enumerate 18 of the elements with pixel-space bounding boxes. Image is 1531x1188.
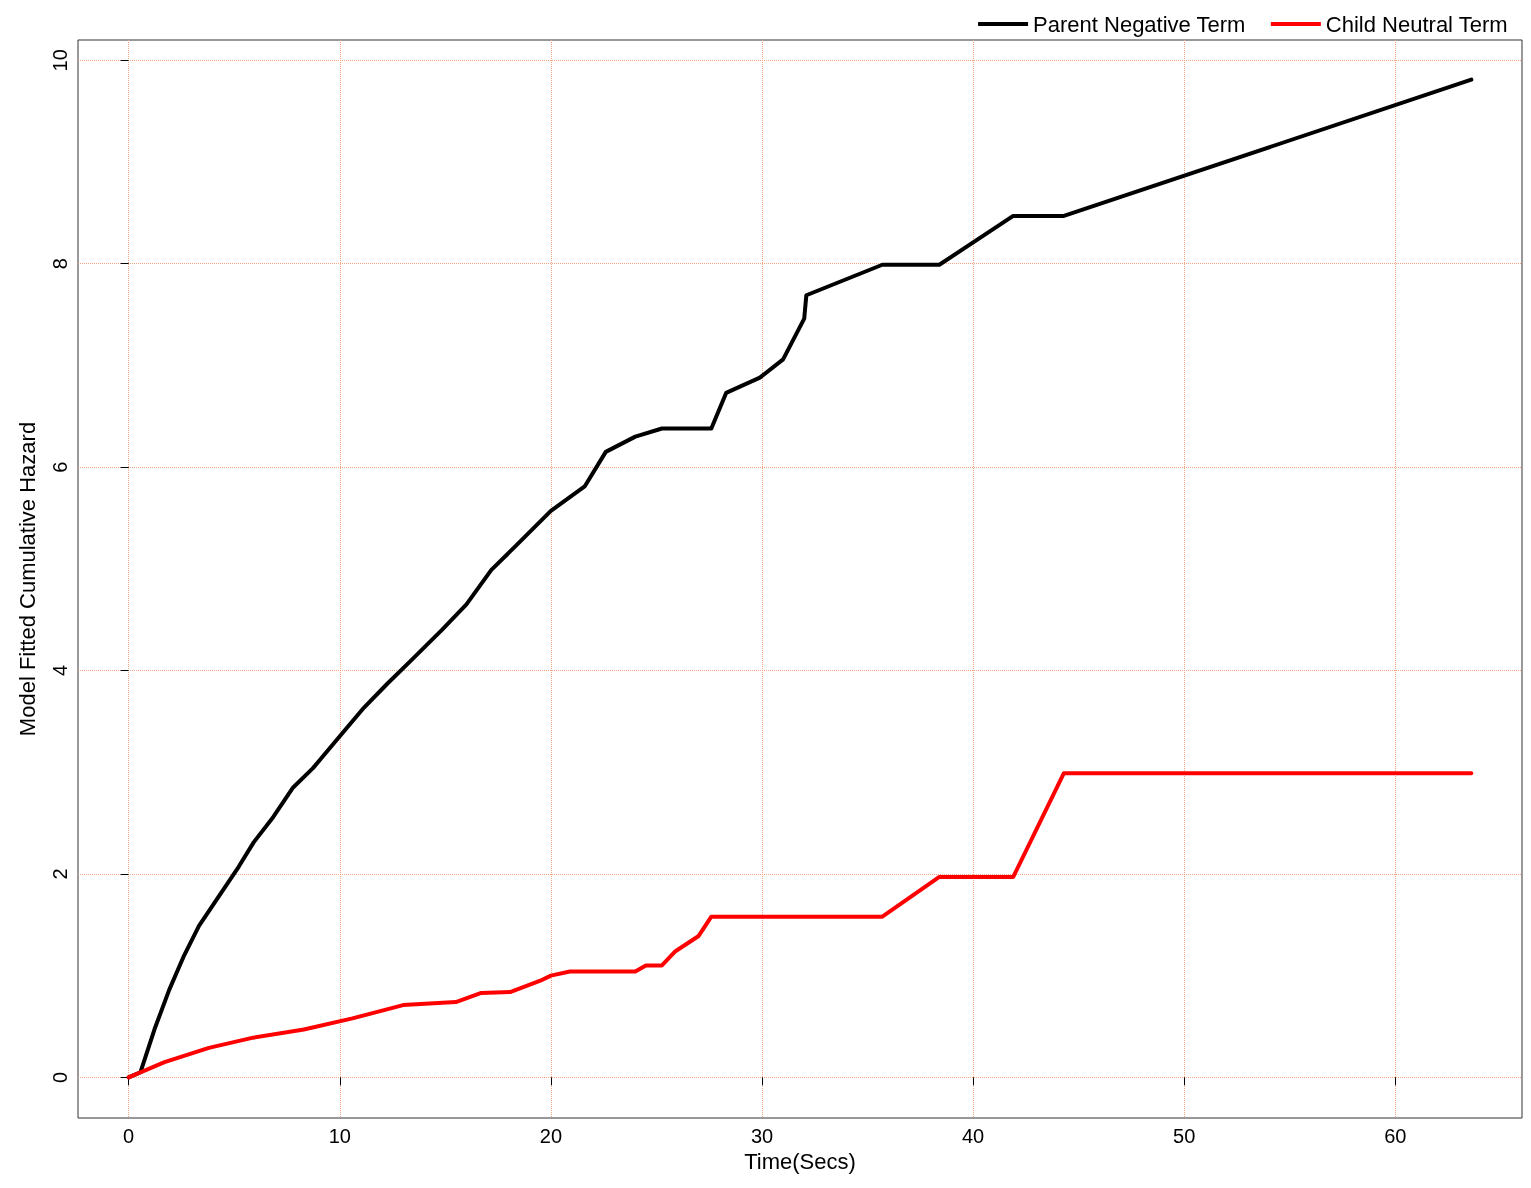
x-tick-label: 10 bbox=[328, 1125, 351, 1147]
y-tick-label: 6 bbox=[49, 461, 71, 473]
x-tick-label: 60 bbox=[1384, 1125, 1407, 1147]
y-tick-label: 2 bbox=[49, 868, 71, 880]
line-series bbox=[126, 771, 1474, 1080]
y-tick-label: 0 bbox=[49, 1071, 71, 1083]
y-tick-label: 8 bbox=[49, 258, 71, 270]
x-tick-label: 40 bbox=[961, 1125, 985, 1147]
x-tick-label: 0 bbox=[123, 1125, 135, 1147]
legend-label: Parent Negative Term bbox=[1033, 11, 1246, 37]
y-tick-label: 4 bbox=[49, 664, 71, 677]
legend-label: Child Neutral Term bbox=[1325, 11, 1508, 37]
y-axis-title: Model Fitted Cumulative Hazard bbox=[14, 421, 40, 737]
x-tick-label: 20 bbox=[539, 1125, 563, 1147]
x-tick-label: 50 bbox=[1173, 1125, 1196, 1147]
x-axis-title: Time(Secs) bbox=[744, 1149, 856, 1175]
x-tick-label: 30 bbox=[750, 1125, 774, 1147]
y-tick-label: 10 bbox=[49, 49, 71, 72]
